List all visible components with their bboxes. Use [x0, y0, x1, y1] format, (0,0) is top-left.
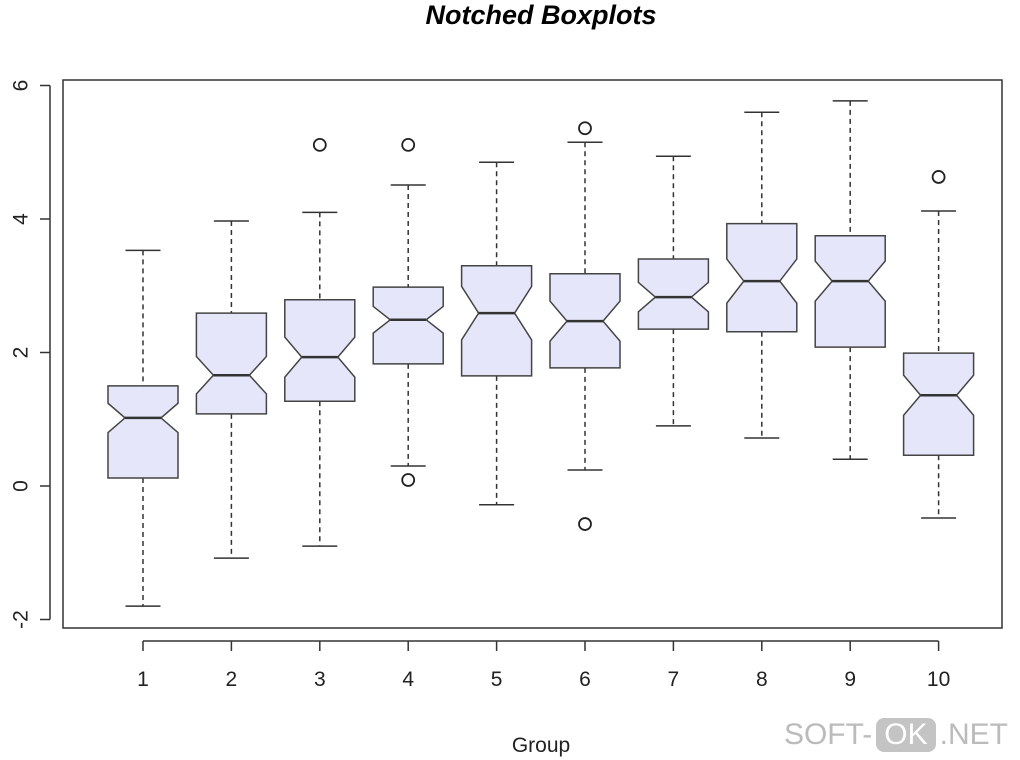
x-tick-label: 2: [226, 668, 238, 691]
notched-box: [460, 264, 533, 377]
outlier-point: [312, 138, 327, 152]
x-tick-label: 5: [491, 668, 503, 691]
box-group-2: [195, 220, 268, 559]
outlier-point: [578, 121, 592, 136]
x-tick-label: 8: [756, 668, 768, 691]
box-group-1: [107, 249, 179, 607]
box-group-5: [460, 161, 533, 506]
notched-box: [814, 234, 886, 348]
x-axis: 1 2 3 4 5 6 7 8 9 10: [137, 640, 950, 691]
boxes: [107, 100, 975, 607]
x-tick-label: 6: [579, 668, 591, 691]
watermark-mid: OK: [876, 718, 936, 752]
box-group-4: [372, 138, 444, 487]
outlier-point: [578, 517, 592, 531]
notched-box: [637, 258, 710, 330]
x-tick-label: 9: [844, 668, 856, 691]
x-axis-label: Group: [512, 734, 570, 757]
box-group-7: [637, 155, 710, 427]
x-tick-label: 3: [314, 668, 326, 691]
notched-box: [195, 312, 268, 415]
box-group-3: [284, 138, 356, 547]
x-tick-label: 4: [402, 668, 414, 691]
watermark-right: .NET: [939, 718, 1008, 751]
outlier-point: [931, 170, 946, 184]
notched-box: [726, 222, 798, 333]
x-tick-label: 1: [137, 668, 149, 691]
notched-box: [107, 385, 179, 479]
box-group-6: [549, 121, 621, 531]
x-tick-label: 7: [668, 668, 680, 691]
box-group-10: [902, 170, 975, 519]
chart-title: Notched Boxplots: [425, 0, 656, 30]
box-group-8: [726, 111, 798, 439]
outlier-point: [401, 138, 416, 152]
notched-box: [372, 286, 444, 365]
y-tick-label: -2: [10, 610, 33, 629]
watermark: SOFT- OK .NET: [784, 718, 1008, 752]
y-tick-label: 4: [10, 213, 33, 225]
plot-frame: [62, 79, 1003, 629]
y-tick-label: 2: [10, 347, 33, 359]
box-group-9: [814, 100, 886, 461]
x-tick-label: 10: [927, 668, 950, 691]
y-tick-label: 6: [10, 80, 33, 92]
y-tick-label: 0: [10, 480, 33, 492]
notched-box: [902, 352, 975, 457]
watermark-left: SOFT-: [783, 718, 873, 751]
y-axis: -2 0 2 4 6: [10, 80, 51, 629]
outlier-point: [401, 473, 416, 487]
notched-box: [284, 299, 356, 402]
